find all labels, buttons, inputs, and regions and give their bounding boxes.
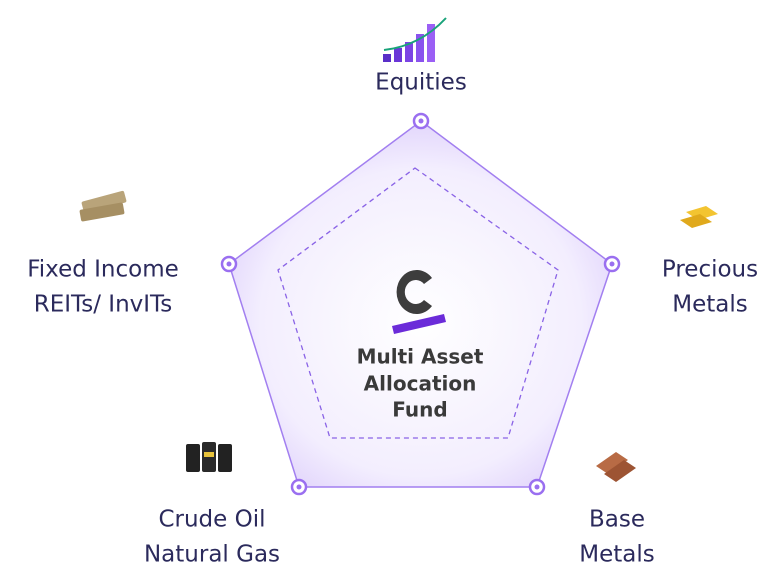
inner-pentagon <box>277 167 559 439</box>
center-label: Fund <box>392 398 447 422</box>
base-icon <box>596 452 636 482</box>
vertex-dots <box>226 118 615 490</box>
node-label: Equities <box>375 70 467 96</box>
cash-icon <box>79 190 127 222</box>
node-label: Metals <box>579 542 654 568</box>
node-label: Base <box>589 507 645 533</box>
node-label: Crude Oil <box>158 507 265 533</box>
node-label: REITs/ InvITs <box>34 292 173 318</box>
node-label: Metals <box>672 292 747 318</box>
logo <box>392 270 446 334</box>
node-label: Natural Gas <box>144 542 280 568</box>
center-label: Allocation <box>364 372 477 396</box>
equities-icon <box>383 17 447 62</box>
node-label: Precious <box>662 257 758 283</box>
oil-icon <box>186 442 232 472</box>
node-label: Fixed Income <box>27 257 179 283</box>
precious-icon <box>680 206 718 228</box>
center-label: Multi Asset <box>357 345 484 369</box>
